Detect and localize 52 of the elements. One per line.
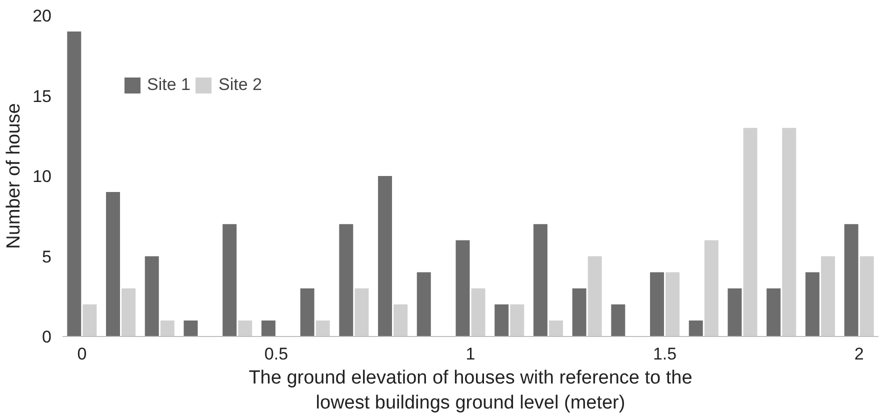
bar: [300, 288, 314, 336]
bar: [766, 288, 781, 336]
bar: [261, 320, 276, 336]
bar: [572, 288, 586, 336]
bar: [184, 320, 198, 336]
x-tick-label: 1: [466, 344, 476, 364]
x-axis-title: The ground elevation of houses with reference to the lowest buildings ground level (meter): [248, 368, 692, 414]
bar: [238, 320, 252, 336]
bar: [743, 128, 758, 336]
bar: [728, 288, 742, 336]
y-tick-label: 15: [32, 86, 52, 106]
x-tick-label: 1.5: [652, 344, 677, 364]
bar: [548, 320, 563, 336]
bar: [782, 128, 796, 336]
x-tick-label: 2: [854, 344, 864, 364]
bar: [416, 272, 431, 336]
bar: [354, 288, 369, 336]
bar: [222, 224, 237, 336]
bar: [394, 304, 408, 336]
bar: [820, 256, 835, 336]
y-axis-title: Number of house: [4, 103, 25, 249]
bar: [704, 240, 718, 336]
bar: [106, 192, 120, 336]
bar: [805, 272, 820, 336]
bar: [510, 304, 524, 336]
x-tick-label: 0.5: [264, 344, 288, 364]
y-tick-label: 0: [42, 328, 52, 346]
x-tick-label: 0: [77, 344, 87, 364]
bar: [144, 256, 159, 336]
bar: [533, 224, 548, 336]
bar: [688, 320, 703, 336]
y-tick-label: 20: [32, 6, 52, 26]
bar: [160, 320, 174, 336]
bar: [339, 224, 354, 336]
bar: [666, 272, 680, 336]
bar: [650, 272, 664, 336]
legend-label: Site 2: [218, 75, 262, 95]
y-tick-label: 5: [42, 247, 52, 266]
bar: [316, 320, 330, 336]
bar: [471, 288, 486, 336]
bar: [122, 288, 136, 336]
bar: [82, 304, 97, 336]
bar: [611, 304, 626, 336]
bar: [456, 240, 470, 336]
legend-label: Site 1: [147, 75, 190, 95]
bar: [860, 256, 874, 336]
y-tick-label: 10: [32, 167, 52, 186]
bar: [588, 256, 602, 336]
bar: [494, 304, 509, 336]
bar: [67, 32, 82, 336]
bar: [378, 176, 392, 336]
bar: [844, 224, 858, 336]
